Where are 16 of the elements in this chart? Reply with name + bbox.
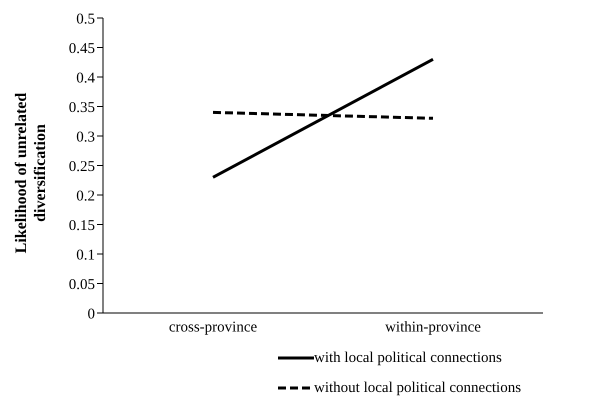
y-axis-title: Likelihood of unrelated diversification <box>13 92 49 254</box>
y-tick-label: 0.1 <box>76 247 95 264</box>
y-tick-label: 0.2 <box>76 188 95 204</box>
x-tick-label: within-province <box>385 320 482 336</box>
legend-label: without local political connections <box>314 380 522 396</box>
y-tick-label: 0.45 <box>68 40 95 57</box>
y-tick-label: 0.15 <box>68 218 95 234</box>
y-tick-label: 0.3 <box>76 129 95 146</box>
x-tick-label: cross-province <box>168 320 258 336</box>
y-tick-label: 0.25 <box>68 158 95 175</box>
y-tick-label: 0 <box>88 306 95 322</box>
y-tick-label: 0.35 <box>68 100 95 116</box>
legend-label: with local political connections <box>314 350 502 366</box>
y-tick-label: 0.5 <box>76 11 95 28</box>
y-tick-label: 0.05 <box>68 276 95 293</box>
y-tick-label: 0.4 <box>76 70 96 86</box>
